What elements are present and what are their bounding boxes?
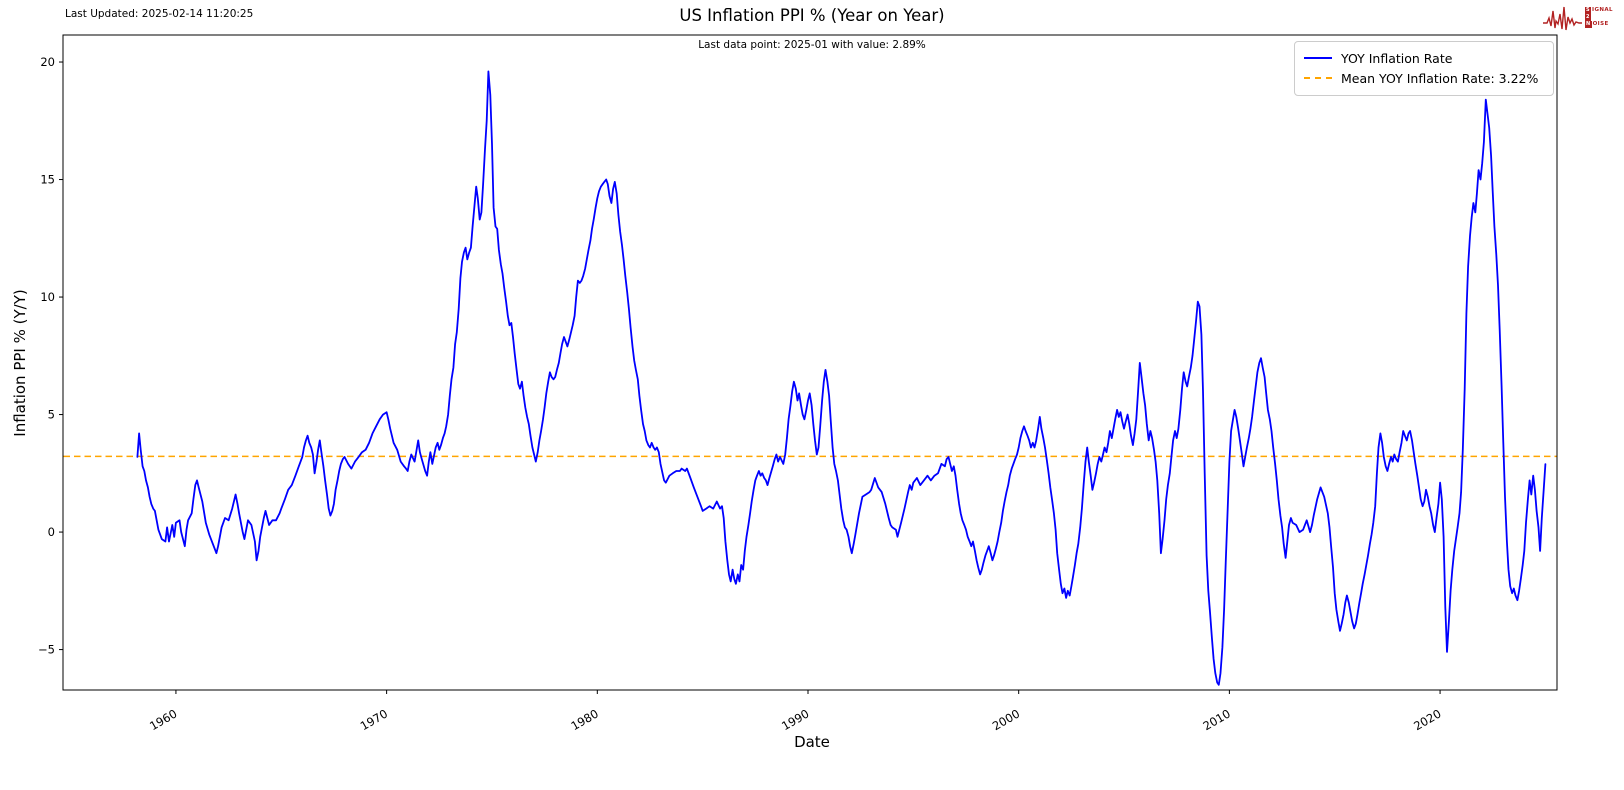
x-tick-label: 2000	[990, 706, 1022, 733]
y-axis-ticks: 20 15 10 5 0 −5	[38, 55, 63, 657]
signal2noise-logo: S IGNAL 2 N OISE	[1543, 2, 1613, 32]
last-updated-text: Last Updated: 2025-02-14 11:20:25	[65, 8, 254, 20]
chart-title: US Inflation PPI % (Year on Year)	[679, 6, 945, 25]
legend: YOY Inflation Rate Mean YOY Inflation Ra…	[1294, 41, 1554, 96]
yoy-inflation-line	[136, 70, 1547, 686]
x-tick-label: 2020	[1411, 706, 1443, 733]
logo-text: S IGNAL 2 N OISE	[1585, 6, 1613, 28]
x-tick-label: 1980	[568, 706, 600, 733]
legend-row-series: YOY Inflation Rate	[1304, 48, 1543, 68]
logo-line-2: 2	[1585, 13, 1591, 21]
x-tick-label: 1990	[779, 706, 811, 733]
legend-label-series: YOY Inflation Rate	[1341, 50, 1453, 66]
y-axis-label: Inflation PPI % (Y/Y)	[11, 289, 29, 437]
x-axis-label: Date	[794, 733, 830, 751]
y-tick-label: 0	[48, 525, 55, 539]
y-tick-label: 20	[40, 55, 55, 69]
legend-swatch-series-line	[1304, 57, 1332, 59]
plot-frame	[62, 34, 1558, 691]
x-tick-label: 1970	[358, 706, 390, 733]
legend-row-mean: Mean YOY Inflation Rate: 3.22%	[1304, 68, 1543, 88]
heartbeat-waveform-icon	[1543, 6, 1582, 31]
legend-swatch-mean-line	[1304, 77, 1332, 79]
y-tick-label: −5	[38, 643, 55, 657]
y-tick-label: 5	[48, 408, 55, 422]
legend-label-mean: Mean YOY Inflation Rate: 3.22%	[1341, 70, 1539, 86]
y-tick-label: 10	[40, 290, 55, 304]
x-axis-ticks: 1960 1970 1980 1990 2000 2010 2020	[147, 690, 1444, 733]
logo-line-noise: N OISE	[1585, 20, 1609, 28]
chart-subtitle: Last data point: 2025-01 with value: 2.8…	[698, 39, 926, 51]
logo-line-signal: S IGNAL	[1585, 6, 1613, 14]
x-tick-label: 1960	[147, 706, 179, 733]
y-tick-label: 15	[40, 173, 55, 187]
x-tick-label: 2010	[1201, 706, 1233, 733]
